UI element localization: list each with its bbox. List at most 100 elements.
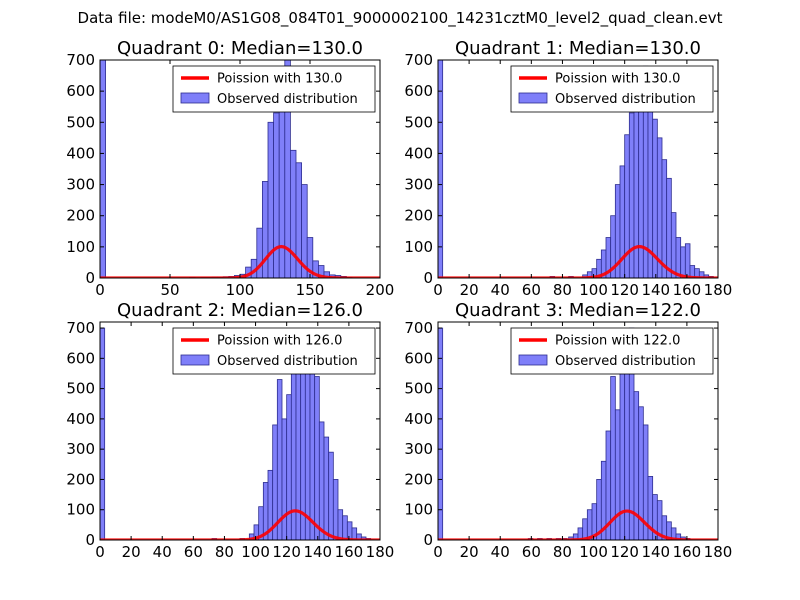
- x-tick-label: 120: [610, 281, 639, 299]
- x-tick-label: 160: [673, 281, 702, 299]
- y-tick-label: 400: [66, 144, 95, 162]
- y-tick-label: 0: [423, 531, 433, 549]
- x-tick-label: 80: [553, 543, 572, 561]
- histogram-bar: [438, 327, 444, 540]
- legend: Poission with 130.0 Observed distribution: [510, 65, 714, 113]
- x-tick-label: 20: [122, 543, 141, 561]
- legend: Poission with 130.0 Observed distribution: [172, 65, 376, 113]
- x-tick-label: 40: [153, 543, 172, 561]
- legend-bar-swatch: [518, 92, 548, 104]
- legend-bar-swatch: [518, 354, 548, 366]
- histogram-bar: [661, 159, 668, 278]
- legend-box: [510, 327, 714, 375]
- x-tick-label: 20: [460, 543, 479, 561]
- y-tick-label: 200: [404, 207, 433, 225]
- y-tick-label: 300: [66, 176, 95, 194]
- x-tick-label: 100: [579, 281, 608, 299]
- histogram-bar: [351, 527, 358, 540]
- legend-label-observed: Observed distribution: [555, 354, 696, 369]
- x-tick-label: 20: [460, 281, 479, 299]
- histogram-bar: [346, 521, 353, 540]
- legend-label-observed: Observed distribution: [555, 92, 696, 107]
- histogram-bar: [281, 418, 288, 540]
- x-tick-label: 80: [553, 281, 572, 299]
- quadrant-3-chart: 0 20 40 60 80 100 120 140 160 1800100200300400500…: [404, 300, 732, 561]
- y-tick-label: 600: [66, 82, 95, 100]
- y-tick-label: 700: [404, 319, 433, 337]
- y-tick-label: 300: [66, 440, 95, 458]
- legend: Poission with 126.0 Observed distribution: [172, 327, 376, 375]
- y-tick-label: 300: [404, 440, 433, 458]
- x-tick-label: 120: [272, 543, 301, 561]
- panel-title: Quadrant 2: Median=126.0: [117, 300, 363, 321]
- histogram-bar: [666, 177, 672, 278]
- x-tick-label: 160: [335, 543, 364, 561]
- x-tick-label: 160: [673, 543, 702, 561]
- y-tick-label: 400: [404, 144, 433, 162]
- histogram-bar: [332, 479, 339, 540]
- histogram-bar: [100, 327, 106, 540]
- histogram-bar: [256, 227, 263, 278]
- histogram-bars: [438, 327, 691, 540]
- histogram-bar: [318, 421, 325, 540]
- legend-label-poisson: Poission with 130.0: [217, 72, 342, 87]
- histogram-bar: [582, 518, 588, 540]
- y-tick-label: 500: [66, 113, 95, 131]
- y-tick-label: 200: [66, 207, 95, 225]
- x-tick-label: 180: [366, 543, 395, 561]
- axes-frame: [437, 59, 719, 279]
- legend-box: [510, 65, 714, 113]
- histogram-bar: [680, 246, 686, 278]
- legend-label-poisson: Poission with 126.0: [217, 334, 342, 349]
- x-tick-label: 0: [95, 543, 105, 561]
- y-tick-label: 500: [404, 113, 433, 131]
- panel-title: Quadrant 1: Median=130.0: [455, 38, 701, 59]
- legend-label-observed: Observed distribution: [217, 92, 358, 107]
- legend-box: [172, 327, 376, 375]
- y-tick-label: 100: [404, 501, 433, 519]
- y-tick-label: 400: [404, 410, 433, 428]
- y-tick-label: 700: [66, 319, 95, 337]
- legend: Poission with 122.0 Observed distribution: [510, 327, 714, 375]
- legend-bar-swatch: [180, 92, 210, 104]
- x-tick-label: 50: [160, 281, 179, 299]
- x-tick-label: 150: [296, 281, 325, 299]
- y-tick-label: 0: [423, 269, 433, 287]
- histogram-bar: [328, 451, 334, 540]
- histogram-bar: [614, 409, 621, 540]
- histogram-bar: [675, 237, 682, 278]
- x-tick-label: 140: [641, 543, 670, 561]
- histogram-bar: [610, 376, 616, 540]
- histogram-bars: [438, 60, 714, 278]
- x-tick-label: 120: [610, 543, 639, 561]
- histogram-bar: [301, 184, 308, 278]
- x-tick-label: 60: [522, 281, 541, 299]
- figure-title: Data file: modeM0/AS1G08_084T01_90000021…: [77, 9, 723, 27]
- legend-box: [172, 65, 376, 113]
- histogram-bar: [276, 379, 283, 540]
- quadrant-0-chart: 0 50 100 150 200 0 100 200 300 400 500 600 700 Quadra…: [66, 38, 394, 299]
- legend-label-poisson: Poission with 122.0: [555, 334, 680, 349]
- x-tick-label: 80: [215, 543, 234, 561]
- histogram-bar: [337, 509, 344, 540]
- x-tick-label: 100: [241, 543, 270, 561]
- y-tick-label: 700: [404, 51, 433, 69]
- x-tick-label: 100: [579, 543, 608, 561]
- y-tick-label: 100: [66, 238, 95, 256]
- x-tick-label: 40: [491, 543, 510, 561]
- y-tick-label: 200: [66, 470, 95, 488]
- histogram-bar: [684, 243, 691, 278]
- histogram-bar: [438, 60, 444, 278]
- histogram-bar: [273, 112, 280, 278]
- x-tick-label: 200: [366, 281, 395, 299]
- histogram-bar: [323, 436, 330, 540]
- x-tick-label: 140: [303, 543, 332, 561]
- y-tick-label: 100: [404, 238, 433, 256]
- x-tick-label: 140: [641, 281, 670, 299]
- panel-title: Quadrant 0: Median=130.0: [117, 38, 363, 59]
- axes-frame: [437, 321, 719, 541]
- x-tick-label: 180: [704, 543, 733, 561]
- x-tick-label: 60: [184, 543, 203, 561]
- y-tick-label: 600: [404, 82, 433, 100]
